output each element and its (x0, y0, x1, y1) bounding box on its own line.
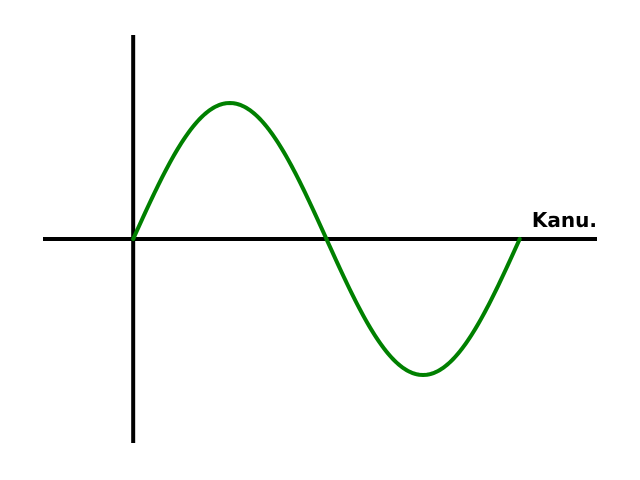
x-axis-label: Kanu. (532, 208, 597, 232)
series-line (131, 101, 522, 377)
